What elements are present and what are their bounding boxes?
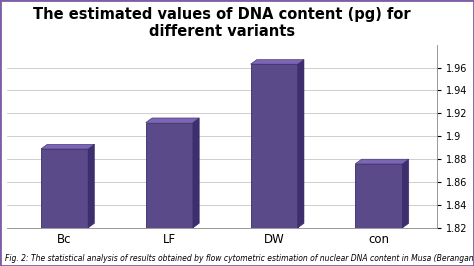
Polygon shape: [88, 144, 94, 228]
Bar: [251, 64, 298, 228]
Text: Fig. 2: The statistical analysis of results obtained by flow cytometric estimati: Fig. 2: The statistical analysis of resu…: [5, 254, 474, 263]
Polygon shape: [41, 144, 94, 149]
Bar: [146, 123, 193, 228]
Bar: [41, 149, 88, 228]
Title: The estimated values of DNA content (pg) for
different variants: The estimated values of DNA content (pg)…: [33, 7, 410, 39]
Polygon shape: [251, 60, 304, 64]
Bar: [356, 164, 402, 228]
Polygon shape: [146, 118, 199, 123]
Polygon shape: [356, 159, 409, 164]
Polygon shape: [193, 118, 199, 228]
Polygon shape: [402, 159, 409, 228]
Polygon shape: [298, 60, 304, 228]
